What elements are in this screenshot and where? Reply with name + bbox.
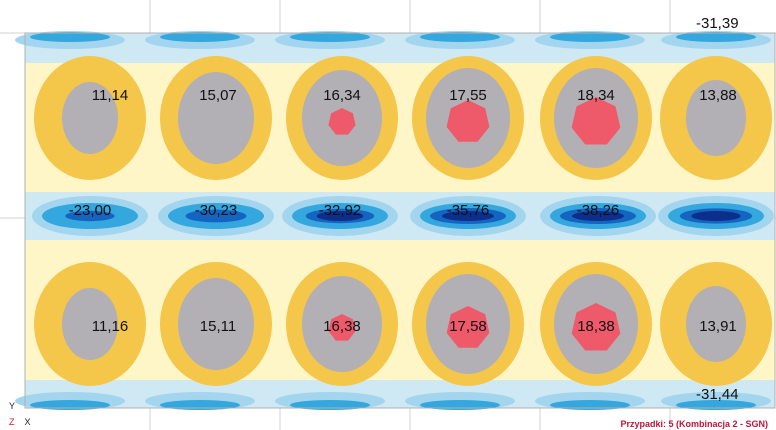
top-edge-blob-inner: [160, 32, 240, 42]
lower-value-4: 17,58: [449, 318, 487, 335]
axis-label-x: X: [24, 417, 31, 427]
load-case-status: Przypadki: 5 (Kombinacja 2 - SGN): [620, 419, 768, 429]
middle-blob-core: [442, 211, 494, 221]
top-edge-value: -31,39: [696, 15, 739, 32]
middle-value-1: -23,00: [69, 202, 112, 219]
axis-label-z: Z: [9, 417, 15, 427]
top-edge-blob-inner: [676, 32, 756, 42]
upper-cell-peak: [446, 100, 490, 142]
lower-cell-peak: [328, 314, 356, 341]
middle-blob-deep: [185, 209, 247, 223]
lower-cell-core: [178, 278, 254, 370]
upper-cell-core: [686, 80, 746, 156]
top-edge-blob-inner: [420, 32, 500, 42]
middle-value-3: -32,92: [319, 202, 362, 219]
top-edge-band: [25, 33, 775, 63]
lower-value-1: 11,16: [92, 318, 128, 335]
middle-blob-core: [691, 211, 741, 221]
upper-value-5: 18,34: [577, 87, 615, 104]
lower-value-2: 15,11: [200, 318, 236, 335]
middle-blob-core: [572, 211, 624, 221]
middle-blob-core: [316, 211, 364, 221]
upper-cell-core: [178, 72, 254, 164]
top-edge-blob-inner: [550, 32, 630, 42]
value-labels: -31,39 -31,44 11,14 15,07 16,34 17,55 18…: [69, 15, 739, 403]
upper-cell-peak: [571, 97, 621, 145]
middle-value-4: -35,76: [447, 202, 490, 219]
middle-value-2: -30,23: [195, 202, 238, 219]
upper-cell-core: [62, 82, 118, 154]
lower-cell-core: [62, 288, 118, 360]
lower-value-5: 18,38: [577, 318, 615, 335]
axis-label-y: Y: [9, 401, 16, 411]
upper-value-4: 17,55: [449, 87, 487, 104]
lower-cell-peak: [571, 303, 621, 351]
middle-blob-deep: [65, 210, 115, 222]
slab-plot-area: [15, 31, 776, 410]
top-edge-blob-inner: [30, 32, 110, 42]
middle-value-5: -38,26: [577, 202, 620, 219]
lower-cell-core: [686, 286, 746, 362]
upper-cell-peak: [328, 108, 356, 135]
bottom-edge-band: [25, 380, 775, 408]
top-edge-blob-inner: [290, 32, 370, 42]
lower-cell-peak: [446, 306, 490, 348]
upper-value-6: 13,88: [699, 87, 737, 104]
bottom-edge-value: -31,44: [696, 386, 739, 403]
lower-value-6: 13,91: [699, 318, 737, 335]
upper-value-2: 15,07: [199, 87, 237, 104]
lower-value-3: 16,38: [323, 318, 361, 335]
upper-value-3: 16,34: [323, 87, 361, 104]
upper-value-1: 11,14: [92, 87, 128, 104]
